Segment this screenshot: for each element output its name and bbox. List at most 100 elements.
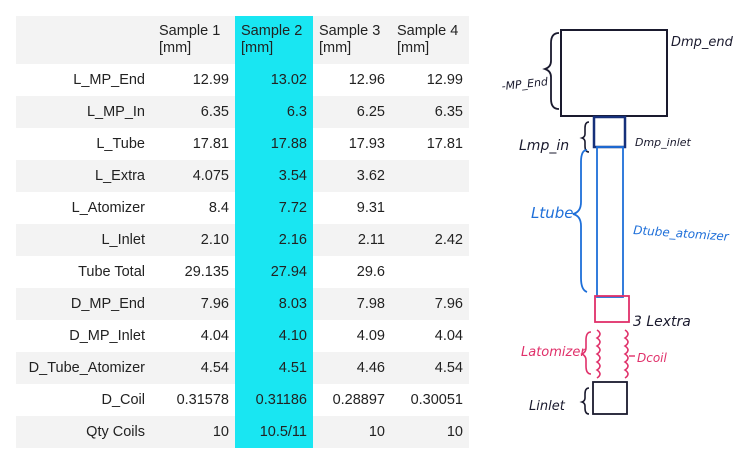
cell-sample-3: 10 <box>313 416 391 448</box>
label-d-tube-atomizer: Dtube_atomizer <box>633 223 730 244</box>
table-row: L_Atomizer 8.4 7.72 9.31 <box>16 192 469 224</box>
row-label: D_MP_Inlet <box>69 328 145 344</box>
cell-sample-1: 7.96 <box>153 288 235 320</box>
cell-sample-3: 3.62 <box>313 160 391 192</box>
row-label: Qty Coils <box>16 416 153 448</box>
tube-brace <box>572 149 588 293</box>
mp-inlet-outline <box>592 115 627 149</box>
row-label: L_Inlet <box>16 224 153 256</box>
table-row: L_MP_End 12.99 13.02 12.96 12.99 <box>16 64 469 96</box>
cell-sample-2: 3.54 <box>235 160 313 192</box>
cell-sample-3: 4.46 <box>313 352 391 384</box>
row-label: D_Tube_Atomizer <box>16 352 153 384</box>
cell-sample-3: 9.31 <box>356 200 385 216</box>
table-row: L_Tube 17.81 17.88 17.93 17.81 <box>16 128 469 160</box>
cell-sample-2: 4.10 <box>235 320 313 352</box>
label-l-mp-in: Lmp_in <box>519 138 569 154</box>
mp-end-brace <box>542 32 560 110</box>
cell-sample-4 <box>391 160 469 192</box>
extra-outline <box>594 295 630 323</box>
row-label: L_Atomizer <box>71 200 145 216</box>
inlet-brace <box>579 387 590 415</box>
cell-sample-4: 17.81 <box>426 136 463 152</box>
atomizer-coil-right <box>623 329 629 379</box>
cell-sample-1: 17.81 <box>192 136 229 152</box>
cell-sample-4 <box>391 256 469 288</box>
label-l-extra: 3 Lextra <box>633 314 691 330</box>
cell-sample-1: 2.10 <box>153 224 235 256</box>
cell-sample-2: 27.94 <box>235 256 313 288</box>
row-label: D_MP_End <box>16 288 153 320</box>
cell-sample-3: 17.93 <box>348 136 385 152</box>
cell-sample-2: 13.02 <box>235 64 313 96</box>
cell-sample-4: 4.54 <box>391 352 469 384</box>
label-d-coil: Dcoil <box>637 351 668 365</box>
label-d-mp-inlet: Dmp_inlet <box>635 136 692 149</box>
cell-sample-2: 10.5/11 <box>235 416 313 448</box>
cell-sample-3: 4.09 <box>356 328 385 344</box>
cell-sample-1: 4.04 <box>200 328 229 344</box>
header-sample-1: Sample 1 [mm] <box>153 16 235 64</box>
cell-sample-3: 7.98 <box>313 288 391 320</box>
row-label: D_Coil <box>101 392 145 408</box>
cell-sample-1: 0.31578 <box>176 392 229 408</box>
cell-sample-3: 29.6 <box>356 264 385 280</box>
cell-sample-1: 4.54 <box>153 352 235 384</box>
inlet-outline <box>592 381 628 415</box>
table-row: D_Tube_Atomizer 4.54 4.51 4.46 4.54 <box>16 352 469 384</box>
cell-sample-4: 12.99 <box>426 72 463 88</box>
cell-sample-3: 12.96 <box>348 72 385 88</box>
header-sample-2: Sample 2 [mm] <box>235 16 313 64</box>
cell-sample-2: 6.3 <box>235 96 313 128</box>
row-label: L_MP_In <box>16 96 153 128</box>
cell-sample-2: 0.31186 <box>235 384 313 416</box>
row-label: Tube Total <box>78 264 145 280</box>
label-d-mp-end: Dmp_end <box>671 35 734 50</box>
cell-sample-3: 0.28897 <box>332 392 385 408</box>
row-label: L_Extra <box>16 160 153 192</box>
table-row: L_MP_In 6.35 6.3 6.25 6.35 <box>16 96 469 128</box>
table-row: Qty Coils 10 10.5/11 10 10 <box>16 416 469 448</box>
label-l-inlet: Linlet <box>529 399 566 414</box>
cell-sample-1: 6.35 <box>153 96 235 128</box>
measurement-table: Sample 1 [mm] Sample 2 [mm] Sample 3 [mm] S… <box>16 16 469 448</box>
mp-in-brace <box>579 121 590 153</box>
cell-sample-4: 2.42 <box>391 224 469 256</box>
cell-sample-1: 8.4 <box>208 200 229 216</box>
table-row: Tube Total 29.135 27.94 29.6 <box>16 256 469 288</box>
cell-sample-3: 6.25 <box>313 96 391 128</box>
cell-sample-2: 7.72 <box>235 192 313 224</box>
cell-sample-1: 10 <box>153 416 235 448</box>
cell-sample-4: 4.04 <box>434 328 463 344</box>
cell-sample-4: 0.30051 <box>410 392 463 408</box>
atomizer-coil-left <box>595 329 601 379</box>
cell-sample-2: 17.88 <box>235 128 313 160</box>
cell-sample-2: 4.51 <box>235 352 313 384</box>
table-row: L_Inlet 2.10 2.16 2.11 2.42 <box>16 224 469 256</box>
table-row: D_MP_Inlet 4.04 4.10 4.09 4.04 <box>16 320 469 352</box>
mp-end-outline <box>560 29 668 117</box>
header-sample-3: Sample 3 [mm] <box>313 16 391 64</box>
tube-outline <box>596 146 624 298</box>
cell-sample-2: 8.03 <box>235 288 313 320</box>
row-label: L_MP_End <box>73 72 145 88</box>
label-mp-end: -MP_End <box>501 75 550 93</box>
header-sample-4: Sample 4 [mm] <box>391 16 469 64</box>
cell-sample-4: 7.96 <box>391 288 469 320</box>
measurement-table-container: Sample 1 [mm] Sample 2 [mm] Sample 3 [mm] S… <box>16 16 469 448</box>
header-corner-cell <box>16 16 153 64</box>
label-l-atomizer: Latomizer <box>521 345 587 360</box>
table-row: D_Coil 0.31578 0.31186 0.28897 0.30051 <box>16 384 469 416</box>
cell-sample-4: 10 <box>391 416 469 448</box>
mouthpiece-sketch: -MP_End Dmp_end Lmp_in Dmp_inlet Ltube D… <box>501 29 734 415</box>
cell-sample-4: 6.35 <box>391 96 469 128</box>
cell-sample-2: 2.16 <box>235 224 313 256</box>
cell-sample-4 <box>391 192 469 224</box>
cell-sample-1: 29.135 <box>184 264 229 280</box>
table-row: D_MP_End 7.96 8.03 7.98 7.96 <box>16 288 469 320</box>
atomizer-brace <box>580 331 592 375</box>
label-l-tube: Ltube <box>531 204 574 222</box>
cell-sample-1: 12.99 <box>192 72 229 88</box>
row-label: L_Tube <box>96 136 145 152</box>
cell-sample-1: 4.075 <box>153 160 235 192</box>
